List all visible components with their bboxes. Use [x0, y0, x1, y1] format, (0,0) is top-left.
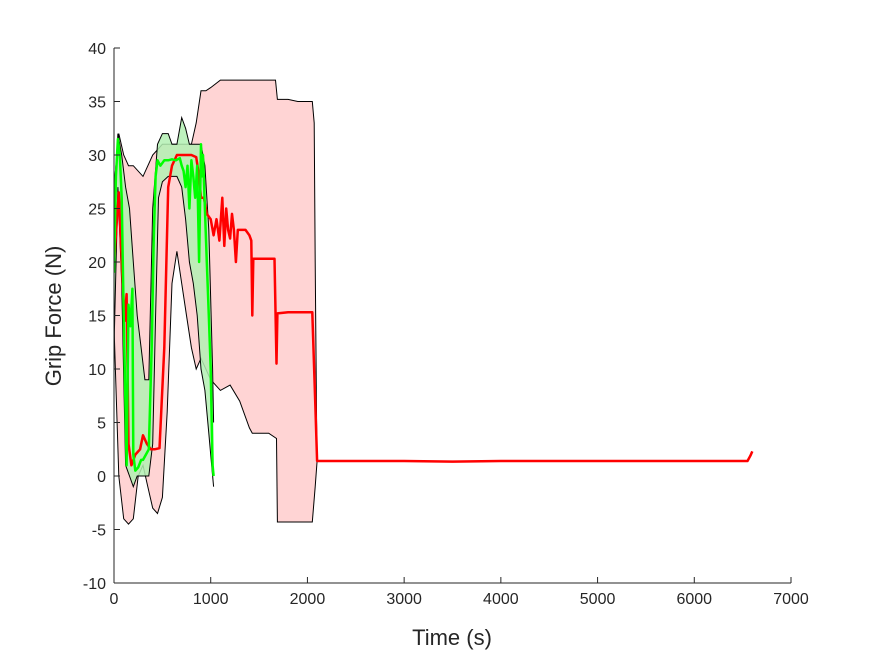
x-tick-label: 7000: [773, 591, 809, 608]
y-axis-label: Grip Force (N): [41, 246, 66, 387]
x-tick-label: 1000: [193, 591, 229, 608]
y-tick-label: 5: [97, 416, 106, 433]
red-upper-bound-line: [114, 79, 318, 462]
axes: 0 1000 2000 3000 4000 5000 6000 7000 -10 -5 0 5 10 15…: [83, 41, 809, 608]
green-mean-line: [114, 137, 215, 477]
y-tick-label: 0: [97, 469, 106, 486]
y-tick-label: 10: [88, 362, 106, 379]
y-tick-label: 20: [88, 255, 106, 272]
y-tick-label: -5: [92, 523, 106, 540]
red-band: [114, 80, 318, 525]
red-mean-line: [114, 153, 754, 467]
y-tick-label: 40: [88, 41, 106, 58]
y-tick-label: 30: [88, 148, 106, 165]
y-tick-label: 15: [88, 309, 106, 326]
x-tick-label: 5000: [580, 591, 616, 608]
x-axis-label: Time (s): [412, 625, 492, 650]
y-tick-label: 25: [88, 202, 106, 219]
y-tick-label: -10: [83, 576, 106, 593]
green-band: [114, 117, 214, 487]
green-lower-bound-line: [114, 175, 215, 489]
x-tick-label: 4000: [483, 591, 519, 608]
series-layer: [114, 79, 754, 525]
x-tick-label: 2000: [290, 591, 326, 608]
x-tick-label: 0: [110, 591, 119, 608]
y-tick-label: 35: [88, 95, 106, 112]
x-tick-label: 3000: [386, 591, 422, 608]
x-tick-label: 6000: [676, 591, 712, 608]
